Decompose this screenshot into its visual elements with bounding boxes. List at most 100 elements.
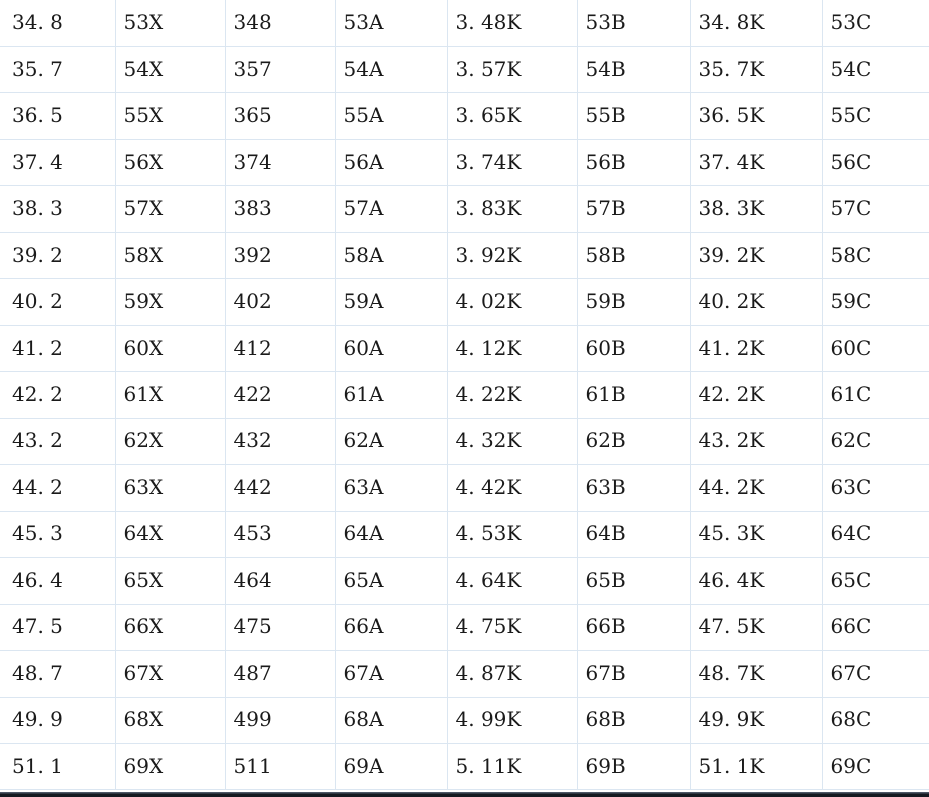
table-cell[interactable]: 38. 3 (0, 185, 116, 233)
table-cell[interactable]: 49. 9 (0, 697, 116, 745)
table-cell[interactable]: 392 (225, 232, 336, 280)
table-cell[interactable]: 46. 4K (690, 557, 823, 605)
table-cell[interactable]: 63A (335, 464, 448, 512)
table-cell[interactable]: 69B (577, 743, 691, 791)
table-cell[interactable]: 53C (822, 0, 929, 47)
table-cell[interactable]: 61B (577, 371, 691, 419)
table-cell[interactable]: 37. 4 (0, 139, 116, 187)
table-cell[interactable]: 67A (335, 650, 448, 698)
table-cell[interactable]: 46. 4 (0, 557, 116, 605)
table-cell[interactable]: 40. 2 (0, 278, 116, 326)
table-cell[interactable]: 64A (335, 511, 448, 559)
table-cell[interactable]: 39. 2K (690, 232, 823, 280)
table-cell[interactable]: 64X (115, 511, 226, 559)
table-cell[interactable]: 55A (335, 92, 448, 140)
table-cell[interactable]: 68X (115, 697, 226, 745)
table-cell[interactable]: 4. 53K (447, 511, 578, 559)
table-cell[interactable]: 62A (335, 418, 448, 466)
table-cell[interactable]: 60C (822, 325, 929, 373)
table-cell[interactable]: 47. 5K (690, 604, 823, 652)
table-cell[interactable]: 40. 2K (690, 278, 823, 326)
table-cell[interactable]: 54C (822, 46, 929, 94)
table-cell[interactable]: 56B (577, 139, 691, 187)
table-cell[interactable]: 49. 9K (690, 697, 823, 745)
table-cell[interactable]: 475 (225, 604, 336, 652)
table-cell[interactable]: 4. 75K (447, 604, 578, 652)
table-cell[interactable]: 48. 7K (690, 650, 823, 698)
table-cell[interactable]: 3. 57K (447, 46, 578, 94)
table-cell[interactable]: 60B (577, 325, 691, 373)
table-cell[interactable]: 357 (225, 46, 336, 94)
table-cell[interactable]: 402 (225, 278, 336, 326)
table-cell[interactable]: 56A (335, 139, 448, 187)
table-cell[interactable]: 3. 83K (447, 185, 578, 233)
table-cell[interactable]: 67X (115, 650, 226, 698)
table-cell[interactable]: 53A (335, 0, 448, 47)
table-cell[interactable]: 4. 22K (447, 371, 578, 419)
table-cell[interactable]: 45. 3 (0, 511, 116, 559)
table-cell[interactable]: 53X (115, 0, 226, 47)
table-cell[interactable]: 4. 42K (447, 464, 578, 512)
table-cell[interactable]: 383 (225, 185, 336, 233)
table-cell[interactable]: 64C (822, 511, 929, 559)
table-cell[interactable]: 59X (115, 278, 226, 326)
table-cell[interactable]: 63B (577, 464, 691, 512)
table-cell[interactable]: 37. 4K (690, 139, 823, 187)
table-cell[interactable]: 61A (335, 371, 448, 419)
table-cell[interactable]: 511 (225, 743, 336, 791)
table-cell[interactable]: 53B (577, 0, 691, 47)
table-cell[interactable]: 499 (225, 697, 336, 745)
table-cell[interactable]: 62X (115, 418, 226, 466)
table-cell[interactable]: 58X (115, 232, 226, 280)
table-cell[interactable]: 67B (577, 650, 691, 698)
table-cell[interactable]: 35. 7K (690, 46, 823, 94)
table-cell[interactable]: 4. 02K (447, 278, 578, 326)
table-cell[interactable]: 51. 1K (690, 743, 823, 791)
table-cell[interactable]: 61C (822, 371, 929, 419)
table-cell[interactable]: 42. 2K (690, 371, 823, 419)
table-cell[interactable]: 453 (225, 511, 336, 559)
table-cell[interactable]: 66C (822, 604, 929, 652)
table-cell[interactable]: 66A (335, 604, 448, 652)
table-cell[interactable]: 63X (115, 464, 226, 512)
table-cell[interactable]: 69A (335, 743, 448, 791)
table-cell[interactable]: 43. 2K (690, 418, 823, 466)
table-cell[interactable]: 59B (577, 278, 691, 326)
table-cell[interactable]: 432 (225, 418, 336, 466)
table-cell[interactable]: 68A (335, 697, 448, 745)
table-cell[interactable]: 55B (577, 92, 691, 140)
table-cell[interactable]: 58C (822, 232, 929, 280)
table-cell[interactable]: 68B (577, 697, 691, 745)
table-cell[interactable]: 56X (115, 139, 226, 187)
table-cell[interactable]: 44. 2 (0, 464, 116, 512)
table-cell[interactable]: 51. 1 (0, 743, 116, 791)
table-cell[interactable]: 35. 7 (0, 46, 116, 94)
table-cell[interactable]: 66B (577, 604, 691, 652)
table-cell[interactable]: 3. 48K (447, 0, 578, 47)
table-cell[interactable]: 39. 2 (0, 232, 116, 280)
table-cell[interactable]: 54X (115, 46, 226, 94)
table-cell[interactable]: 3. 92K (447, 232, 578, 280)
table-cell[interactable]: 67C (822, 650, 929, 698)
table-cell[interactable]: 48. 7 (0, 650, 116, 698)
table-cell[interactable]: 68C (822, 697, 929, 745)
table-cell[interactable]: 60X (115, 325, 226, 373)
table-cell[interactable]: 365 (225, 92, 336, 140)
table-cell[interactable]: 4. 99K (447, 697, 578, 745)
table-cell[interactable]: 56C (822, 139, 929, 187)
table-cell[interactable]: 4. 87K (447, 650, 578, 698)
table-cell[interactable]: 54B (577, 46, 691, 94)
table-cell[interactable]: 54A (335, 46, 448, 94)
table-cell[interactable]: 41. 2 (0, 325, 116, 373)
table-cell[interactable]: 47. 5 (0, 604, 116, 652)
table-cell[interactable]: 36. 5 (0, 92, 116, 140)
table-cell[interactable]: 57A (335, 185, 448, 233)
table-cell[interactable]: 4. 12K (447, 325, 578, 373)
table-cell[interactable]: 422 (225, 371, 336, 419)
table-cell[interactable]: 60A (335, 325, 448, 373)
table-cell[interactable]: 63C (822, 464, 929, 512)
table-cell[interactable]: 374 (225, 139, 336, 187)
table-cell[interactable]: 57X (115, 185, 226, 233)
table-cell[interactable]: 58B (577, 232, 691, 280)
table-cell[interactable]: 34. 8 (0, 0, 116, 47)
